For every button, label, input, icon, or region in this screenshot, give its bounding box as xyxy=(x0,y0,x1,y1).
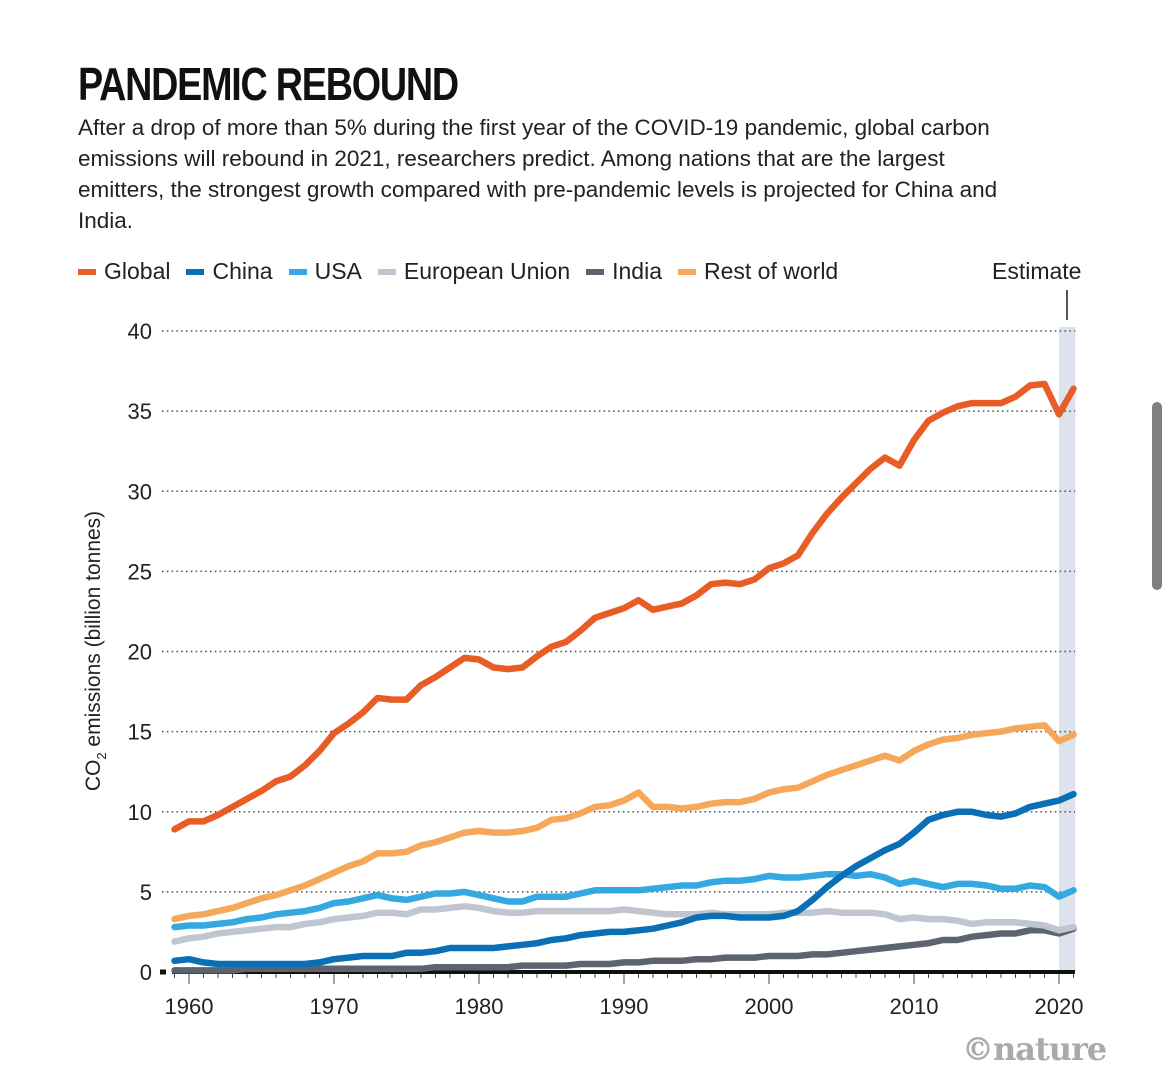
legend-label-india: India xyxy=(612,258,662,284)
x-tick-label: 2010 xyxy=(890,994,939,1019)
x-tick-label: 1990 xyxy=(600,994,649,1019)
y-tick-label: 20 xyxy=(128,640,152,665)
legend-swatch-global xyxy=(78,268,96,275)
legend-swatch-usa xyxy=(288,268,307,275)
y-tick-label: 5 xyxy=(140,880,152,905)
x-tick-label: 1970 xyxy=(310,994,359,1019)
x-tick-label: 2000 xyxy=(745,994,794,1019)
chart-title: PANDEMIC REBOUND xyxy=(78,58,459,110)
y-tick-label: 40 xyxy=(128,319,152,344)
legend-label-global: Global xyxy=(104,258,171,284)
series-line-china xyxy=(171,790,1077,968)
series-lines xyxy=(171,380,1077,974)
series-line-global xyxy=(171,380,1077,833)
y-tick-label: 35 xyxy=(128,399,152,424)
vertical-scrollbar[interactable] xyxy=(1152,402,1162,590)
estimate-label: Estimate xyxy=(992,258,1082,284)
y-tick-label: 10 xyxy=(128,800,152,825)
legend-swatch-rest-of-world xyxy=(678,268,696,275)
legend-label-china: China xyxy=(212,258,273,284)
estimate-pointer-line xyxy=(1066,290,1068,320)
y-tick-label: 0 xyxy=(140,960,152,985)
series-line-rest-of-world xyxy=(171,721,1077,923)
y-axis-label-main: CO xyxy=(82,760,105,792)
y-axis-label-subscript: 2 xyxy=(94,752,109,759)
legend-item-india: India xyxy=(586,258,662,285)
series-line-european-union xyxy=(171,903,1077,945)
x-tick-label: 2020 xyxy=(1035,994,1084,1019)
legend-label-usa: USA xyxy=(314,258,362,284)
series-line-usa xyxy=(171,870,1077,931)
y-axis-label: CO2 emissions (billion tonnes) xyxy=(82,511,109,791)
legend-item-rest-of-world: Rest of world xyxy=(678,258,838,285)
legend-swatch-eu xyxy=(377,268,396,275)
legend-swatch-india xyxy=(586,268,605,275)
legend-label-eu: European Union xyxy=(403,258,571,284)
y-axis-label-rest: emissions (billion tonnes) xyxy=(82,511,105,753)
legend-item-global: Global xyxy=(78,258,170,285)
x-axis: 1960 1970 1980 1990 2000 2010 2020 xyxy=(165,970,1084,1019)
legend-swatch-china xyxy=(186,268,205,275)
x-tick-label: 1960 xyxy=(165,994,214,1019)
chart-subtitle: After a drop of more than 5% during the … xyxy=(78,115,998,233)
legend-item-china: China xyxy=(186,258,273,285)
zero-tick-mark xyxy=(160,969,166,975)
x-tick-label: 1980 xyxy=(455,994,504,1019)
y-axis-ticks: 0 5 10 15 20 25 30 35 40 xyxy=(128,319,166,985)
estimate-band xyxy=(1059,327,1076,972)
legend-item-eu: European Union xyxy=(377,258,571,285)
nature-credit-logo: ©nature xyxy=(962,1030,1107,1068)
y-tick-label: 25 xyxy=(128,559,152,584)
estimate-band-layer xyxy=(1059,327,1076,972)
legend-label-rest-of-world: Rest of world xyxy=(704,258,839,284)
y-tick-label: 15 xyxy=(128,720,152,745)
series-line-india xyxy=(171,925,1077,974)
legend: Global China USA European Union India Re… xyxy=(78,258,854,285)
legend-item-usa: USA xyxy=(288,258,362,285)
y-tick-label: 30 xyxy=(128,479,152,504)
